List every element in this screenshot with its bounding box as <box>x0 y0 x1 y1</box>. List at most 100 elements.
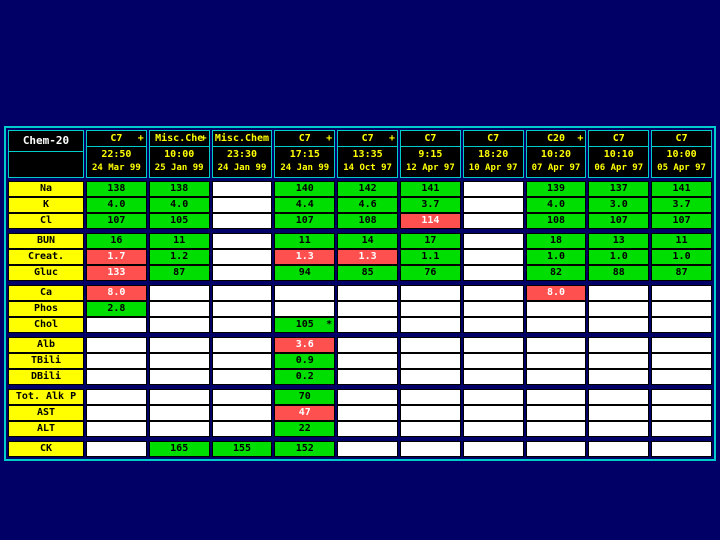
result-cell[interactable] <box>211 301 273 317</box>
result-cell[interactable]: 141 <box>399 181 461 197</box>
result-cell[interactable] <box>462 369 524 385</box>
result-cell[interactable]: 14 <box>337 233 398 249</box>
result-cell[interactable]: 2.8 <box>86 301 147 317</box>
row-label-alb[interactable]: Alb <box>8 337 84 353</box>
result-cell[interactable] <box>462 353 524 369</box>
row-label-gluc[interactable]: Gluc <box>8 265 84 281</box>
result-cell[interactable]: 3.6 <box>274 337 336 353</box>
row-label-ast[interactable]: AST <box>8 405 84 421</box>
row-label-tbili[interactable]: TBili <box>8 353 84 369</box>
result-cell[interactable]: 4.0 <box>148 197 210 213</box>
result-cell[interactable] <box>462 181 524 197</box>
result-cell[interactable] <box>588 441 650 457</box>
result-cell[interactable] <box>399 317 461 333</box>
result-cell[interactable] <box>148 285 210 301</box>
result-cell[interactable] <box>462 249 524 265</box>
result-cell[interactable] <box>86 369 147 385</box>
result-cell[interactable] <box>399 441 461 457</box>
result-cell[interactable]: 139 <box>525 181 587 197</box>
result-cell[interactable] <box>462 389 524 405</box>
row-label-bun[interactable]: BUN <box>8 233 84 249</box>
row-label-k[interactable]: K <box>8 197 84 213</box>
result-cell[interactable] <box>337 421 398 437</box>
row-label-ck[interactable]: CK <box>8 441 84 457</box>
result-cell[interactable] <box>399 389 461 405</box>
result-cell[interactable] <box>337 405 398 421</box>
row-label-ca[interactable]: Ca <box>8 285 84 301</box>
result-cell[interactable] <box>462 441 524 457</box>
result-cell[interactable] <box>588 285 650 301</box>
result-cell[interactable]: 1.0 <box>651 249 712 265</box>
column-header-3[interactable]: Misc.Chem 23:30 24 Jan 99 <box>211 130 273 178</box>
result-cell[interactable]: 8.0 <box>525 285 587 301</box>
column-header-8[interactable]: C20 +10:20 07 Apr 97 <box>525 130 587 178</box>
result-cell[interactable]: 107 <box>274 213 336 229</box>
column-header-2[interactable]: Misc.Che +10:00 25 Jan 99 <box>148 130 210 178</box>
result-cell[interactable] <box>274 285 336 301</box>
result-cell[interactable]: 4.0 <box>525 197 587 213</box>
result-cell[interactable] <box>462 301 524 317</box>
result-cell[interactable]: 11 <box>274 233 336 249</box>
result-cell[interactable] <box>399 285 461 301</box>
row-label-phos[interactable]: Phos <box>8 301 84 317</box>
row-label-alt[interactable]: ALT <box>8 421 84 437</box>
row-label-chol[interactable]: Chol <box>8 317 84 333</box>
result-cell[interactable] <box>525 369 587 385</box>
result-cell[interactable]: 155 <box>211 441 273 457</box>
result-cell[interactable] <box>86 317 147 333</box>
result-cell[interactable] <box>399 353 461 369</box>
result-cell[interactable] <box>211 233 273 249</box>
result-cell[interactable]: 18 <box>525 233 587 249</box>
result-cell[interactable]: 0.9 <box>274 353 336 369</box>
result-cell[interactable] <box>86 389 147 405</box>
result-cell[interactable] <box>148 337 210 353</box>
result-cell[interactable]: 13 <box>588 233 650 249</box>
result-cell[interactable] <box>211 181 273 197</box>
result-cell[interactable]: 1.0 <box>525 249 587 265</box>
result-cell[interactable]: 107 <box>588 213 650 229</box>
result-cell[interactable] <box>211 317 273 333</box>
column-header-6[interactable]: C7 9:15 12 Apr 97 <box>399 130 461 178</box>
result-cell[interactable]: 87 <box>651 265 712 281</box>
result-cell[interactable] <box>211 369 273 385</box>
result-cell[interactable]: 138 <box>148 181 210 197</box>
result-cell[interactable] <box>337 441 398 457</box>
result-cell[interactable] <box>148 389 210 405</box>
result-cell[interactable] <box>211 197 273 213</box>
result-cell[interactable] <box>525 421 587 437</box>
result-cell[interactable]: 94 <box>274 265 336 281</box>
row-label-tot-alk-p[interactable]: Tot. Alk P <box>8 389 84 405</box>
result-cell[interactable]: 22 <box>274 421 336 437</box>
column-header-1[interactable]: C7 +22:50 24 Mar 99 <box>86 130 147 178</box>
result-cell[interactable] <box>148 369 210 385</box>
result-cell[interactable]: 140 <box>274 181 336 197</box>
result-cell[interactable]: 11 <box>651 233 712 249</box>
result-cell[interactable]: 16 <box>86 233 147 249</box>
result-cell[interactable]: 107 <box>86 213 147 229</box>
result-cell[interactable] <box>462 197 524 213</box>
result-cell[interactable] <box>525 441 587 457</box>
result-cell[interactable]: 1.2 <box>148 249 210 265</box>
result-cell[interactable]: 4.0 <box>86 197 147 213</box>
result-cell[interactable] <box>462 317 524 333</box>
result-cell[interactable]: 141 <box>651 181 712 197</box>
result-cell[interactable] <box>86 353 147 369</box>
column-header-10[interactable]: C7 10:00 05 Apr 97 <box>651 130 712 178</box>
result-cell[interactable] <box>588 337 650 353</box>
result-cell[interactable] <box>588 389 650 405</box>
result-cell[interactable] <box>588 421 650 437</box>
result-cell[interactable]: 108 <box>525 213 587 229</box>
result-cell[interactable] <box>148 301 210 317</box>
result-cell[interactable] <box>148 353 210 369</box>
result-cell[interactable]: 137 <box>588 181 650 197</box>
result-cell[interactable]: 107 <box>651 213 712 229</box>
result-cell[interactable] <box>399 301 461 317</box>
result-cell[interactable]: 105 * <box>274 317 336 333</box>
column-header-4[interactable]: C7 +17:15 24 Jan 99 <box>274 130 336 178</box>
result-cell[interactable]: 165 <box>148 441 210 457</box>
result-cell[interactable] <box>337 285 398 301</box>
result-cell[interactable] <box>337 369 398 385</box>
result-cell[interactable]: 70 <box>274 389 336 405</box>
result-cell[interactable]: 142 <box>337 181 398 197</box>
result-cell[interactable]: 1.7 <box>86 249 147 265</box>
